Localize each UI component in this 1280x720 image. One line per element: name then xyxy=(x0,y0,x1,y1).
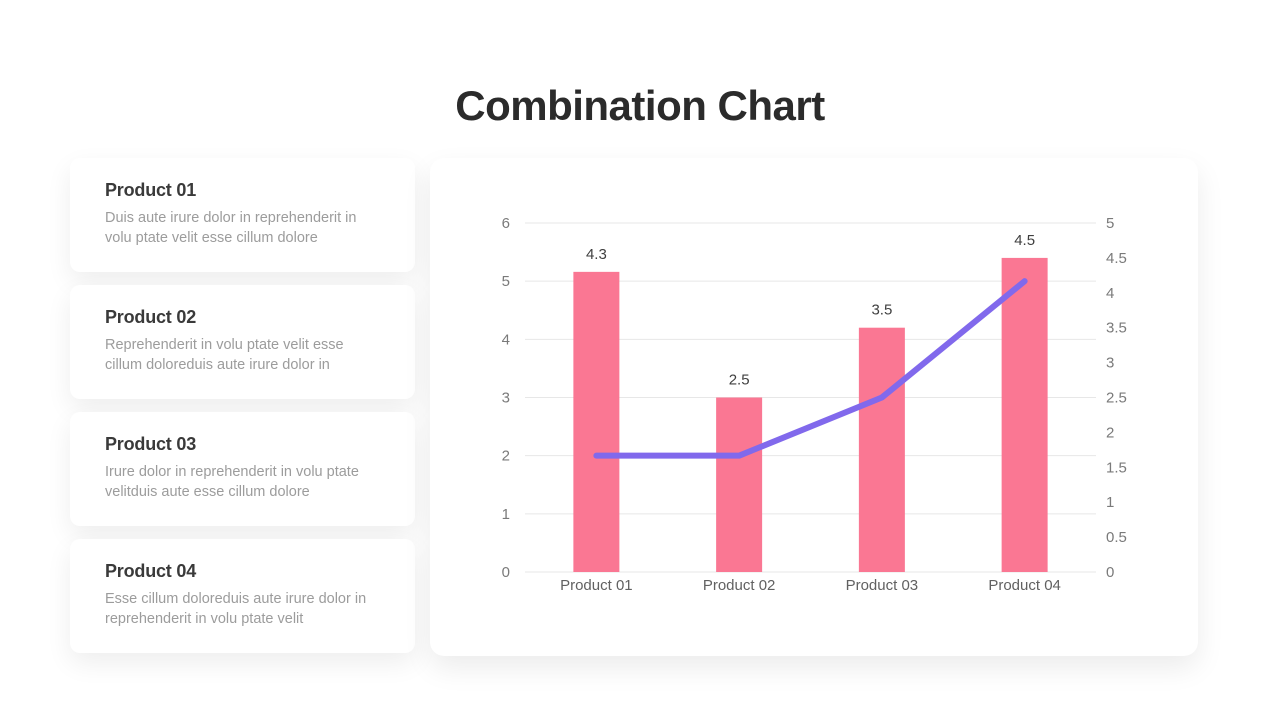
x-axis-label: Product 01 xyxy=(560,577,633,594)
x-axis-label: Product 02 xyxy=(703,577,776,594)
y-axis-left-tick-label: 6 xyxy=(502,215,510,232)
y-axis-left-tick-label: 4 xyxy=(502,331,510,348)
bar-value-label: 2.5 xyxy=(729,372,750,389)
y-axis-right-tick-label: 2.5 xyxy=(1106,390,1127,407)
y-axis-left-tick-label: 1 xyxy=(502,506,510,523)
slide-title: Combination Chart xyxy=(455,82,825,129)
product-card-01: Product 01 Duis aute irure dolor in repr… xyxy=(70,158,415,272)
product-card-title: Product 04 xyxy=(105,561,197,581)
y-axis-right-tick-label: 3 xyxy=(1106,355,1114,372)
product-card-description: Duis aute irure dolor in reprehenderit i… xyxy=(105,210,357,246)
bar-product-02 xyxy=(716,397,763,572)
y-axis-left-tick-label: 2 xyxy=(502,448,510,465)
bar-value-label: 3.5 xyxy=(871,302,892,319)
x-axis-label: Product 03 xyxy=(846,577,919,594)
product-card-description: Esse cillum doloreduis aute irure dolor … xyxy=(105,591,367,627)
bar-value-label: 4.5 xyxy=(1014,232,1035,249)
y-axis-right-tick-label: 4 xyxy=(1106,285,1114,302)
y-axis-right-tick-label: 4.5 xyxy=(1106,250,1127,267)
y-axis-right-tick-label: 2 xyxy=(1106,424,1114,441)
combination-chart: 6 5 4 3 2 1 0 5 4.5 4 3.5 3 2.5 2 1.5 1 0.5 0 4.3 2.5 3.5 4.5… xyxy=(502,215,1127,594)
y-axis-right-tick-label: 3.5 xyxy=(1106,320,1127,337)
y-axis-right-tick-label: 0 xyxy=(1106,564,1114,581)
product-card-03: Product 03 Irure dolor in reprehenderit … xyxy=(70,412,415,526)
line-series xyxy=(593,278,1028,459)
y-axis-right-tick-label: 5 xyxy=(1106,215,1114,232)
y-axis-right-tick-label: 1 xyxy=(1106,494,1114,511)
y-axis-left-tick-label: 5 xyxy=(502,273,510,290)
y-axis-right-tick-label: 1.5 xyxy=(1106,459,1127,476)
product-card-title: Product 03 xyxy=(105,434,197,454)
product-card-description: Reprehenderit in volu ptate velit esse c… xyxy=(105,337,344,373)
bar-product-04 xyxy=(1001,257,1048,572)
x-axis-label: Product 04 xyxy=(988,577,1061,594)
product-card-04: Product 04 Esse cillum doloreduis aute i… xyxy=(70,539,415,653)
y-axis-left-tick-label: 0 xyxy=(502,564,510,581)
chart-card: 6 5 4 3 2 1 0 5 4.5 4 3.5 3 2.5 2 1.5 1 0.5 0 4.3 2.5 3.5 4.5… xyxy=(430,158,1198,656)
product-list: Product 01 Duis aute irure dolor in repr… xyxy=(70,158,415,653)
product-card-description: Irure dolor in reprehenderit in volu pta… xyxy=(105,464,359,500)
bar-product-03 xyxy=(858,327,905,572)
product-card-title: Product 01 xyxy=(105,180,197,200)
bar-product-01 xyxy=(573,271,620,572)
y-axis-right-tick-label: 0.5 xyxy=(1106,529,1127,546)
product-card-title: Product 02 xyxy=(105,307,197,327)
y-axis-left-tick-label: 3 xyxy=(502,390,510,407)
product-card-02: Product 02 Reprehenderit in volu ptate v… xyxy=(70,285,415,399)
bar-value-label: 4.3 xyxy=(586,246,607,263)
